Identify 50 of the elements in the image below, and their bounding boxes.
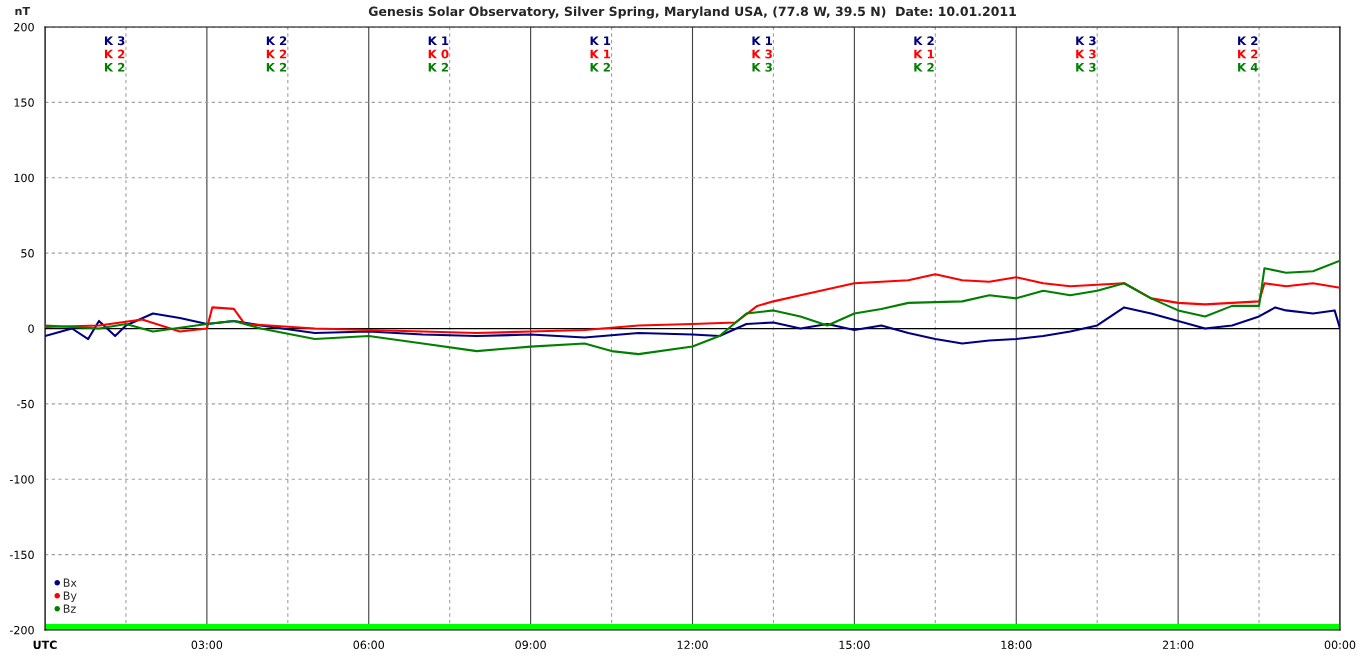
y-tick-label: 200 xyxy=(14,22,34,32)
annotation: K 1 xyxy=(428,36,449,46)
annotation: K 3 xyxy=(752,49,772,59)
annotation: K 3 xyxy=(752,62,772,72)
annotation: K 2 xyxy=(914,36,934,46)
annotation: K 3 xyxy=(1076,62,1096,72)
annotation: K 2 xyxy=(590,62,610,72)
y-tick-label: 50 xyxy=(21,249,34,258)
line-series xyxy=(45,273,1340,335)
x-tick-label: 06:00 xyxy=(353,640,385,650)
legend-label: Bz xyxy=(63,604,76,613)
line-series xyxy=(45,259,1340,356)
annotation: K 2 xyxy=(104,49,125,59)
annotation: K 0 xyxy=(428,49,449,59)
x-tick-label: 18:00 xyxy=(1001,640,1032,650)
x-tick-label: 21:00 xyxy=(1162,640,1194,650)
line-series xyxy=(45,306,1340,345)
x-tick-label: 15:00 xyxy=(839,640,870,650)
annotation: K 3 xyxy=(1076,49,1096,59)
legend-label: By xyxy=(63,591,77,603)
annotation: K 2 xyxy=(266,49,287,59)
y-tick-label: 100 xyxy=(14,173,34,183)
x-tick-label: 03:00 xyxy=(191,640,223,650)
x-tick-label: UTC xyxy=(33,640,57,650)
chart-title: Genesis Solar Observatory, Silver Spring, Maryland USA, (77.8 W, 39.5 N) Date: 10.01.2011 xyxy=(368,6,1016,19)
annotation: K 2 xyxy=(266,36,287,46)
x-tick-label: 09:00 xyxy=(515,640,546,650)
annotation: K 3 xyxy=(1076,36,1096,46)
y-axis-title: nT xyxy=(15,6,30,16)
annotation: K 2 xyxy=(104,62,125,72)
y-tick-label: -50 xyxy=(16,399,34,409)
annotation: K 3 xyxy=(104,36,125,46)
y-tick-label: -200 xyxy=(9,625,34,635)
x-tick-label: 12:00 xyxy=(677,640,708,650)
annotation: K 2 xyxy=(428,62,449,72)
y-tick-label: 0 xyxy=(28,324,34,333)
annotation: K 1 xyxy=(914,49,934,59)
annotation: K 2 xyxy=(1238,36,1258,46)
x-tick-label: 00:00 xyxy=(1324,640,1356,650)
annotation: K 1 xyxy=(590,36,611,46)
y-tick-label: -150 xyxy=(9,550,34,559)
annotation: K 1 xyxy=(590,49,611,59)
y-tick-label: -100 xyxy=(9,475,34,484)
y-tick-label: 150 xyxy=(14,98,34,107)
annotation: K 4 xyxy=(1238,62,1258,72)
annotation: K 1 xyxy=(752,36,773,46)
annotation: K 2 xyxy=(1238,49,1258,59)
annotation: K 2 xyxy=(914,62,934,72)
annotation: K 2 xyxy=(266,62,287,72)
legend-label: Bx xyxy=(63,578,77,587)
